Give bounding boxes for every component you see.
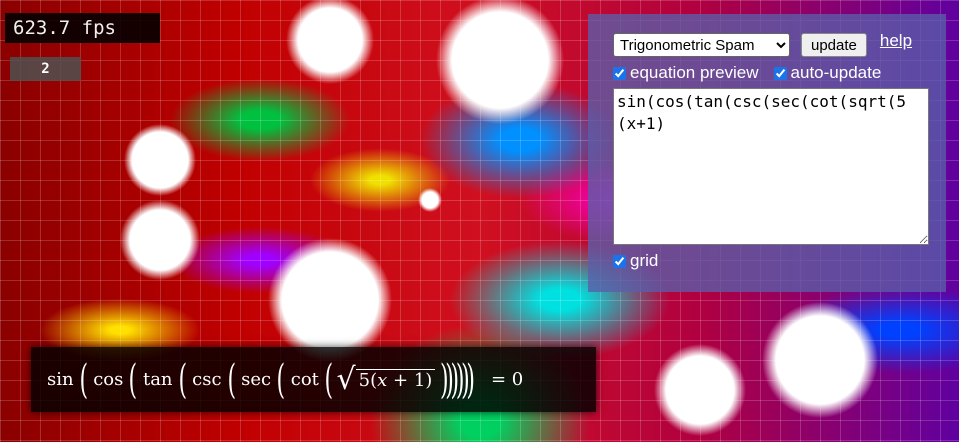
equation-preview-checkbox[interactable] (613, 66, 626, 80)
preview-fn-sec: sec (241, 369, 272, 390)
auto-update-label: auto-update (790, 63, 882, 82)
equation-preview-label: equation preview (630, 63, 759, 82)
expression-input[interactable]: sin(cos(tan(csc(sec(cot(sqrt(5(x+1) (613, 88, 929, 245)
preview-fn-csc: csc (192, 369, 222, 390)
sqrt-symbol: √ (336, 362, 356, 397)
preview-fn-sin: sin (47, 369, 74, 390)
preview-fn-cos: cos (93, 369, 124, 390)
radicand-one: 1 (413, 369, 426, 391)
fps-label: 623.7 fps (13, 17, 116, 39)
radicand-var: x (377, 369, 388, 391)
grid-checkbox[interactable] (613, 254, 626, 268)
sqrt-radicand: 5(x + 1) (355, 368, 436, 391)
equation-preview: sin( cos( tan( csc( sec( cot( √ 5(x + 1) … (31, 347, 596, 412)
help-link[interactable]: help (879, 31, 913, 50)
grid-label: grid (630, 251, 659, 270)
equation-preview-toggle[interactable]: equation preview (613, 63, 759, 83)
counter-value: 2 (41, 61, 50, 77)
control-panel: Trigonometric Spam update help equation … (588, 14, 946, 292)
auto-update-checkbox[interactable] (773, 66, 787, 80)
preview-fn-tan: tan (142, 369, 173, 390)
preview-open-paren: ( (227, 356, 236, 403)
iteration-counter: 2 (10, 57, 81, 81)
grid-toggle[interactable]: grid (613, 251, 946, 271)
update-button[interactable]: update (801, 33, 867, 57)
preview-rhs: = 0 (490, 369, 524, 390)
preset-select[interactable]: Trigonometric Spam (613, 33, 790, 57)
auto-update-toggle[interactable]: auto-update (773, 63, 882, 83)
radicand-coef: 5 (358, 369, 371, 391)
preview-open-paren: ( (324, 356, 334, 403)
preview-close-parens: )))))) (440, 356, 475, 403)
preview-fn-cot: cot (290, 369, 319, 390)
radicand-plus: + (393, 369, 409, 391)
preview-open-paren: ( (276, 356, 286, 403)
fps-counter: 623.7 fps (5, 13, 160, 43)
preview-open-paren: ( (128, 356, 138, 403)
preview-open-paren: ( (79, 356, 88, 403)
preview-open-paren: ( (178, 356, 187, 403)
